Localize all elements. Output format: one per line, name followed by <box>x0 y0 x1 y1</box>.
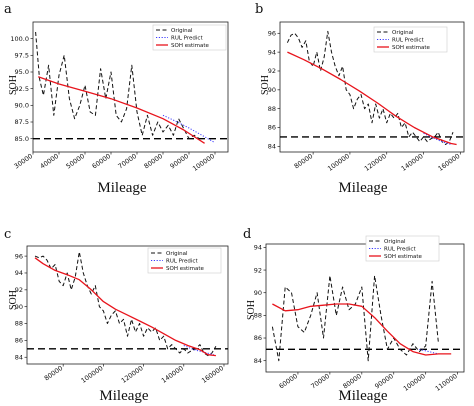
legend-entry: SOH estimate <box>171 43 210 49</box>
legend-entry: SOH estimate <box>384 254 423 260</box>
y-tick-label: 84 <box>15 353 23 361</box>
x-tick-label: 70000 <box>309 372 331 390</box>
x-tick-label: 160000 <box>200 364 225 385</box>
y-tick-label: 96 <box>15 252 23 260</box>
y-tick-label: 94 <box>15 269 23 277</box>
legend-entry: RUL Predict <box>392 38 424 44</box>
legend-entry: Original <box>166 251 188 257</box>
y-tick-label: 97.5 <box>15 52 29 60</box>
legend-entry: SOH estimate <box>166 266 205 272</box>
x-tick-label: 80000 <box>143 152 165 170</box>
legend-entry: RUL Predict <box>171 36 203 42</box>
x-tick-label: 40000 <box>39 152 61 170</box>
x-tick-label: 80000 <box>43 364 65 382</box>
panel-label: a <box>4 2 12 17</box>
x-axis-label: Mileage <box>338 180 387 196</box>
legend-entry: Original <box>384 239 406 245</box>
y-tick-label: 95.0 <box>15 68 29 76</box>
x-tick-label: 50000 <box>65 152 87 170</box>
y-tick-label: 92 <box>15 286 23 294</box>
x-axis-label: Mileage <box>338 388 387 404</box>
x-axis-label: Mileage <box>97 180 146 196</box>
plot-frame <box>265 243 465 373</box>
x-tick-label: 120000 <box>363 152 388 173</box>
series-soh-estimate-line <box>37 76 205 144</box>
y-tick-label: 84 <box>268 143 276 151</box>
y-tick-label: 100.0 <box>10 35 29 43</box>
plot-frame <box>279 21 465 153</box>
series-soh-estimate-line <box>34 257 216 357</box>
x-tick-label: 90000 <box>169 152 191 170</box>
series-rul-predict-line <box>162 114 216 144</box>
series-original-line <box>271 275 439 362</box>
series-original-line <box>35 31 200 140</box>
y-tick-label: 88 <box>254 312 262 320</box>
legend-entry: SOH estimate <box>392 45 431 51</box>
x-tick-label: 160000 <box>437 152 462 173</box>
y-tick-label: 86 <box>268 124 276 132</box>
series-rul-predict-line <box>419 348 439 355</box>
legend-entry: RUL Predict <box>166 259 198 265</box>
series-soh-estimate-line <box>287 51 457 146</box>
y-tick-label: 85.0 <box>15 135 29 143</box>
x-tick-label: 80000 <box>293 152 315 170</box>
legend-entry: Original <box>392 30 414 36</box>
x-tick-label: 100000 <box>191 152 216 173</box>
chart-panel-a: a SOH Mileage 85.0 87.5 90.0 92.5 95.0 97.5 10… <box>4 2 229 196</box>
y-tick-label: 90 <box>15 303 23 311</box>
legend-entry: RUL Predict <box>384 247 416 253</box>
y-tick-label: 86 <box>15 337 23 345</box>
x-tick-label: 30000 <box>13 152 35 170</box>
x-tick-label: 140000 <box>160 364 185 385</box>
y-tick-label: 90 <box>254 289 262 297</box>
x-tick-label: 110000 <box>434 372 459 393</box>
plot-frame <box>32 21 229 153</box>
x-tick-label: 140000 <box>400 152 425 173</box>
x-tick-label: 100000 <box>326 152 351 173</box>
y-axis-label: SOH <box>246 300 257 320</box>
y-tick-label: 86 <box>254 334 262 342</box>
chart-panel-b: b SOH Mileage 84 86 88 90 92 94 96 80000 100000 1… <box>255 2 465 196</box>
legend-entry: Original <box>171 28 193 34</box>
y-axis-label: SOH <box>260 75 271 95</box>
y-tick-label: 88 <box>268 105 276 113</box>
y-tick-label: 96 <box>268 30 276 38</box>
panel-label: c <box>4 227 11 242</box>
y-tick-label: 94 <box>268 48 276 56</box>
y-tick-label: 94 <box>254 244 262 252</box>
y-tick-label: 88 <box>15 320 23 328</box>
panel-label: d <box>243 227 251 242</box>
series-rul-predict-line <box>183 345 215 356</box>
series-original-line <box>286 30 454 145</box>
plot-frame <box>26 245 229 365</box>
y-tick-label: 84 <box>254 357 262 365</box>
x-tick-label: 100000 <box>402 372 427 393</box>
y-tick-label: 90.0 <box>15 102 29 110</box>
x-tick-label: 60000 <box>91 152 113 170</box>
y-axis-label: SOH <box>8 290 19 310</box>
chart-panel-c: c SOH Mileage 84 86 88 90 92 94 96 80000 100000 1… <box>4 227 229 404</box>
y-tick-label: 90 <box>268 86 276 94</box>
y-tick-label: 92.5 <box>15 85 29 93</box>
x-axis-label: Mileage <box>99 388 148 404</box>
y-tick-label: 92 <box>268 67 276 75</box>
x-tick-label: 70000 <box>117 152 139 170</box>
x-tick-label: 100000 <box>80 364 105 385</box>
panel-label: b <box>255 2 263 17</box>
series-soh-estimate-line <box>272 303 452 356</box>
y-tick-label: 92 <box>254 266 262 274</box>
y-axis-label: SOH <box>8 75 19 95</box>
series-original-line <box>34 251 217 357</box>
x-tick-label: 60000 <box>278 372 300 390</box>
x-tick-label: 120000 <box>120 364 145 385</box>
y-tick-label: 87.5 <box>15 118 29 126</box>
